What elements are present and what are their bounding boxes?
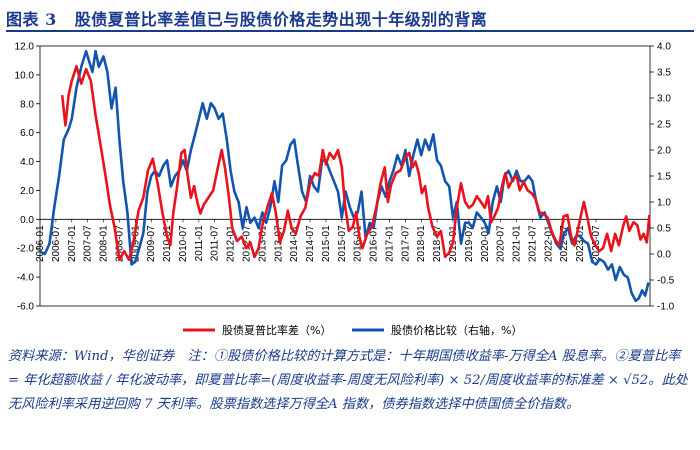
title-rule (6, 30, 694, 32)
y-right-tick-label: 1.0 (657, 198, 671, 209)
source-note: 资料来源：Wind，华创证券 注：①股债价格比较的计算方式是：十年期国债收益率-… (8, 349, 688, 412)
y-right-tick-label: -0.5 (657, 276, 675, 287)
x-tick-label: 2022-07 (559, 225, 570, 262)
x-tick-label: 2008-07 (114, 225, 125, 262)
y-right-tick-label: -1.0 (657, 302, 675, 313)
x-tick-label: 2023-01 (575, 225, 586, 262)
x-tick-label: 2020-01 (480, 225, 491, 262)
x-tick-label: 2006-01 (35, 225, 46, 262)
x-tick-label: 2010-07 (178, 225, 189, 262)
figure-label: 图表 3 (6, 10, 57, 29)
right-axis: -1.0 -0.5 0.0 0.5 1.0 1.5 2.0 2.5 3.0 3.5 4.0 (650, 42, 675, 313)
x-tick-label: 2009-07 (146, 225, 157, 262)
y-right-tick-label: 3.5 (657, 68, 671, 79)
series-line-price (39, 49, 650, 303)
y-right-tick-label: 2.0 (657, 146, 671, 157)
y-right-tick-label: 0.5 (657, 224, 671, 235)
x-tick-label: 2018-07 (432, 225, 443, 262)
dual-axis-line-chart: -6.0 -4.0 -2.0 0.0 2.0 4.0 6.0 8.0 10.0 12.0 -1.0… (15, 42, 675, 338)
y-left-tick-label: 12.0 (15, 42, 35, 53)
plot-frame (39, 45, 651, 307)
series-line-sharpe (60, 64, 651, 262)
x-tick-label: 2014-07 (305, 225, 316, 262)
y-right-tick-label: 0.0 (657, 250, 671, 261)
y-right-tick-label: 4.0 (657, 42, 671, 53)
x-tick-label: 2011-01 (194, 225, 205, 261)
x-tick-label: 2012-01 (226, 225, 237, 262)
x-tick-label: 2012-07 (242, 225, 253, 262)
y-right-tick-label: 3.0 (657, 94, 671, 105)
x-tick-label: 2013-01 (257, 225, 268, 262)
y-right-tick-label: 2.5 (657, 120, 671, 131)
x-tick-label: 2006-07 (51, 225, 62, 262)
x-tick-label: 2023-07 (591, 225, 602, 262)
x-tick-label: 2014-01 (289, 225, 300, 262)
x-tick-label: 2017-01 (384, 225, 395, 262)
x-tick-label: 2016-01 (353, 225, 364, 262)
y-left-tick-label: -6.0 (17, 302, 35, 313)
x-tick-label: 2021-01 (512, 225, 523, 262)
y-left-tick-label: 10.0 (15, 70, 35, 81)
x-tick-label: 2021-07 (527, 225, 538, 262)
x-tick-label: 2010-01 (162, 225, 173, 262)
x-tick-label: 2020-07 (496, 225, 507, 262)
chart-title: 图表 3 股债夏普比率差值已与股债价格走势出现十年级别的背离 (6, 6, 694, 32)
x-tick-label: 2019-07 (464, 225, 475, 262)
x-tick-label: 2017-07 (400, 225, 411, 262)
x-tick-label: 2015-07 (337, 225, 348, 262)
x-tick-label: 2016-07 (369, 225, 380, 262)
y-left-tick-label: 4.0 (20, 157, 34, 168)
x-tick-label: 2007-07 (83, 225, 94, 262)
y-left-tick-label: 2.0 (20, 186, 34, 197)
x-tick-label: 2013-07 (273, 225, 284, 262)
x-tick-label: 2011-07 (210, 225, 221, 261)
y-left-tick-label: -4.0 (17, 273, 35, 284)
x-tick-label: 2009-01 (130, 225, 141, 262)
x-tick-label: 2007-01 (67, 225, 78, 262)
y-right-tick-label: 1.5 (657, 172, 671, 183)
legend-label-price: 股债价格比较（右轴，%） (391, 323, 522, 337)
legend: 股债夏普比率差（%） 股债价格比较（右轴，%） (183, 323, 522, 337)
x-tick-label: 2018-01 (416, 225, 427, 262)
y-left-tick-label: 8.0 (20, 99, 34, 110)
x-tick-label: 2015-01 (321, 225, 332, 262)
y-left-tick-label: 6.0 (20, 128, 34, 139)
x-tick-label: 2008-01 (99, 225, 110, 262)
legend-label-sharpe: 股债夏普比率差（%） (222, 323, 331, 337)
y-left-tick-label: 0.0 (20, 215, 34, 226)
figure-title: 股债夏普比率差值已与股债价格走势出现十年级别的背离 (74, 10, 488, 29)
y-left-tick-label: -2.0 (17, 244, 35, 255)
left-axis: -6.0 -4.0 -2.0 0.0 2.0 4.0 6.0 8.0 10.0 12.0 (15, 42, 40, 313)
x-tick-label: 2022-01 (543, 225, 554, 262)
